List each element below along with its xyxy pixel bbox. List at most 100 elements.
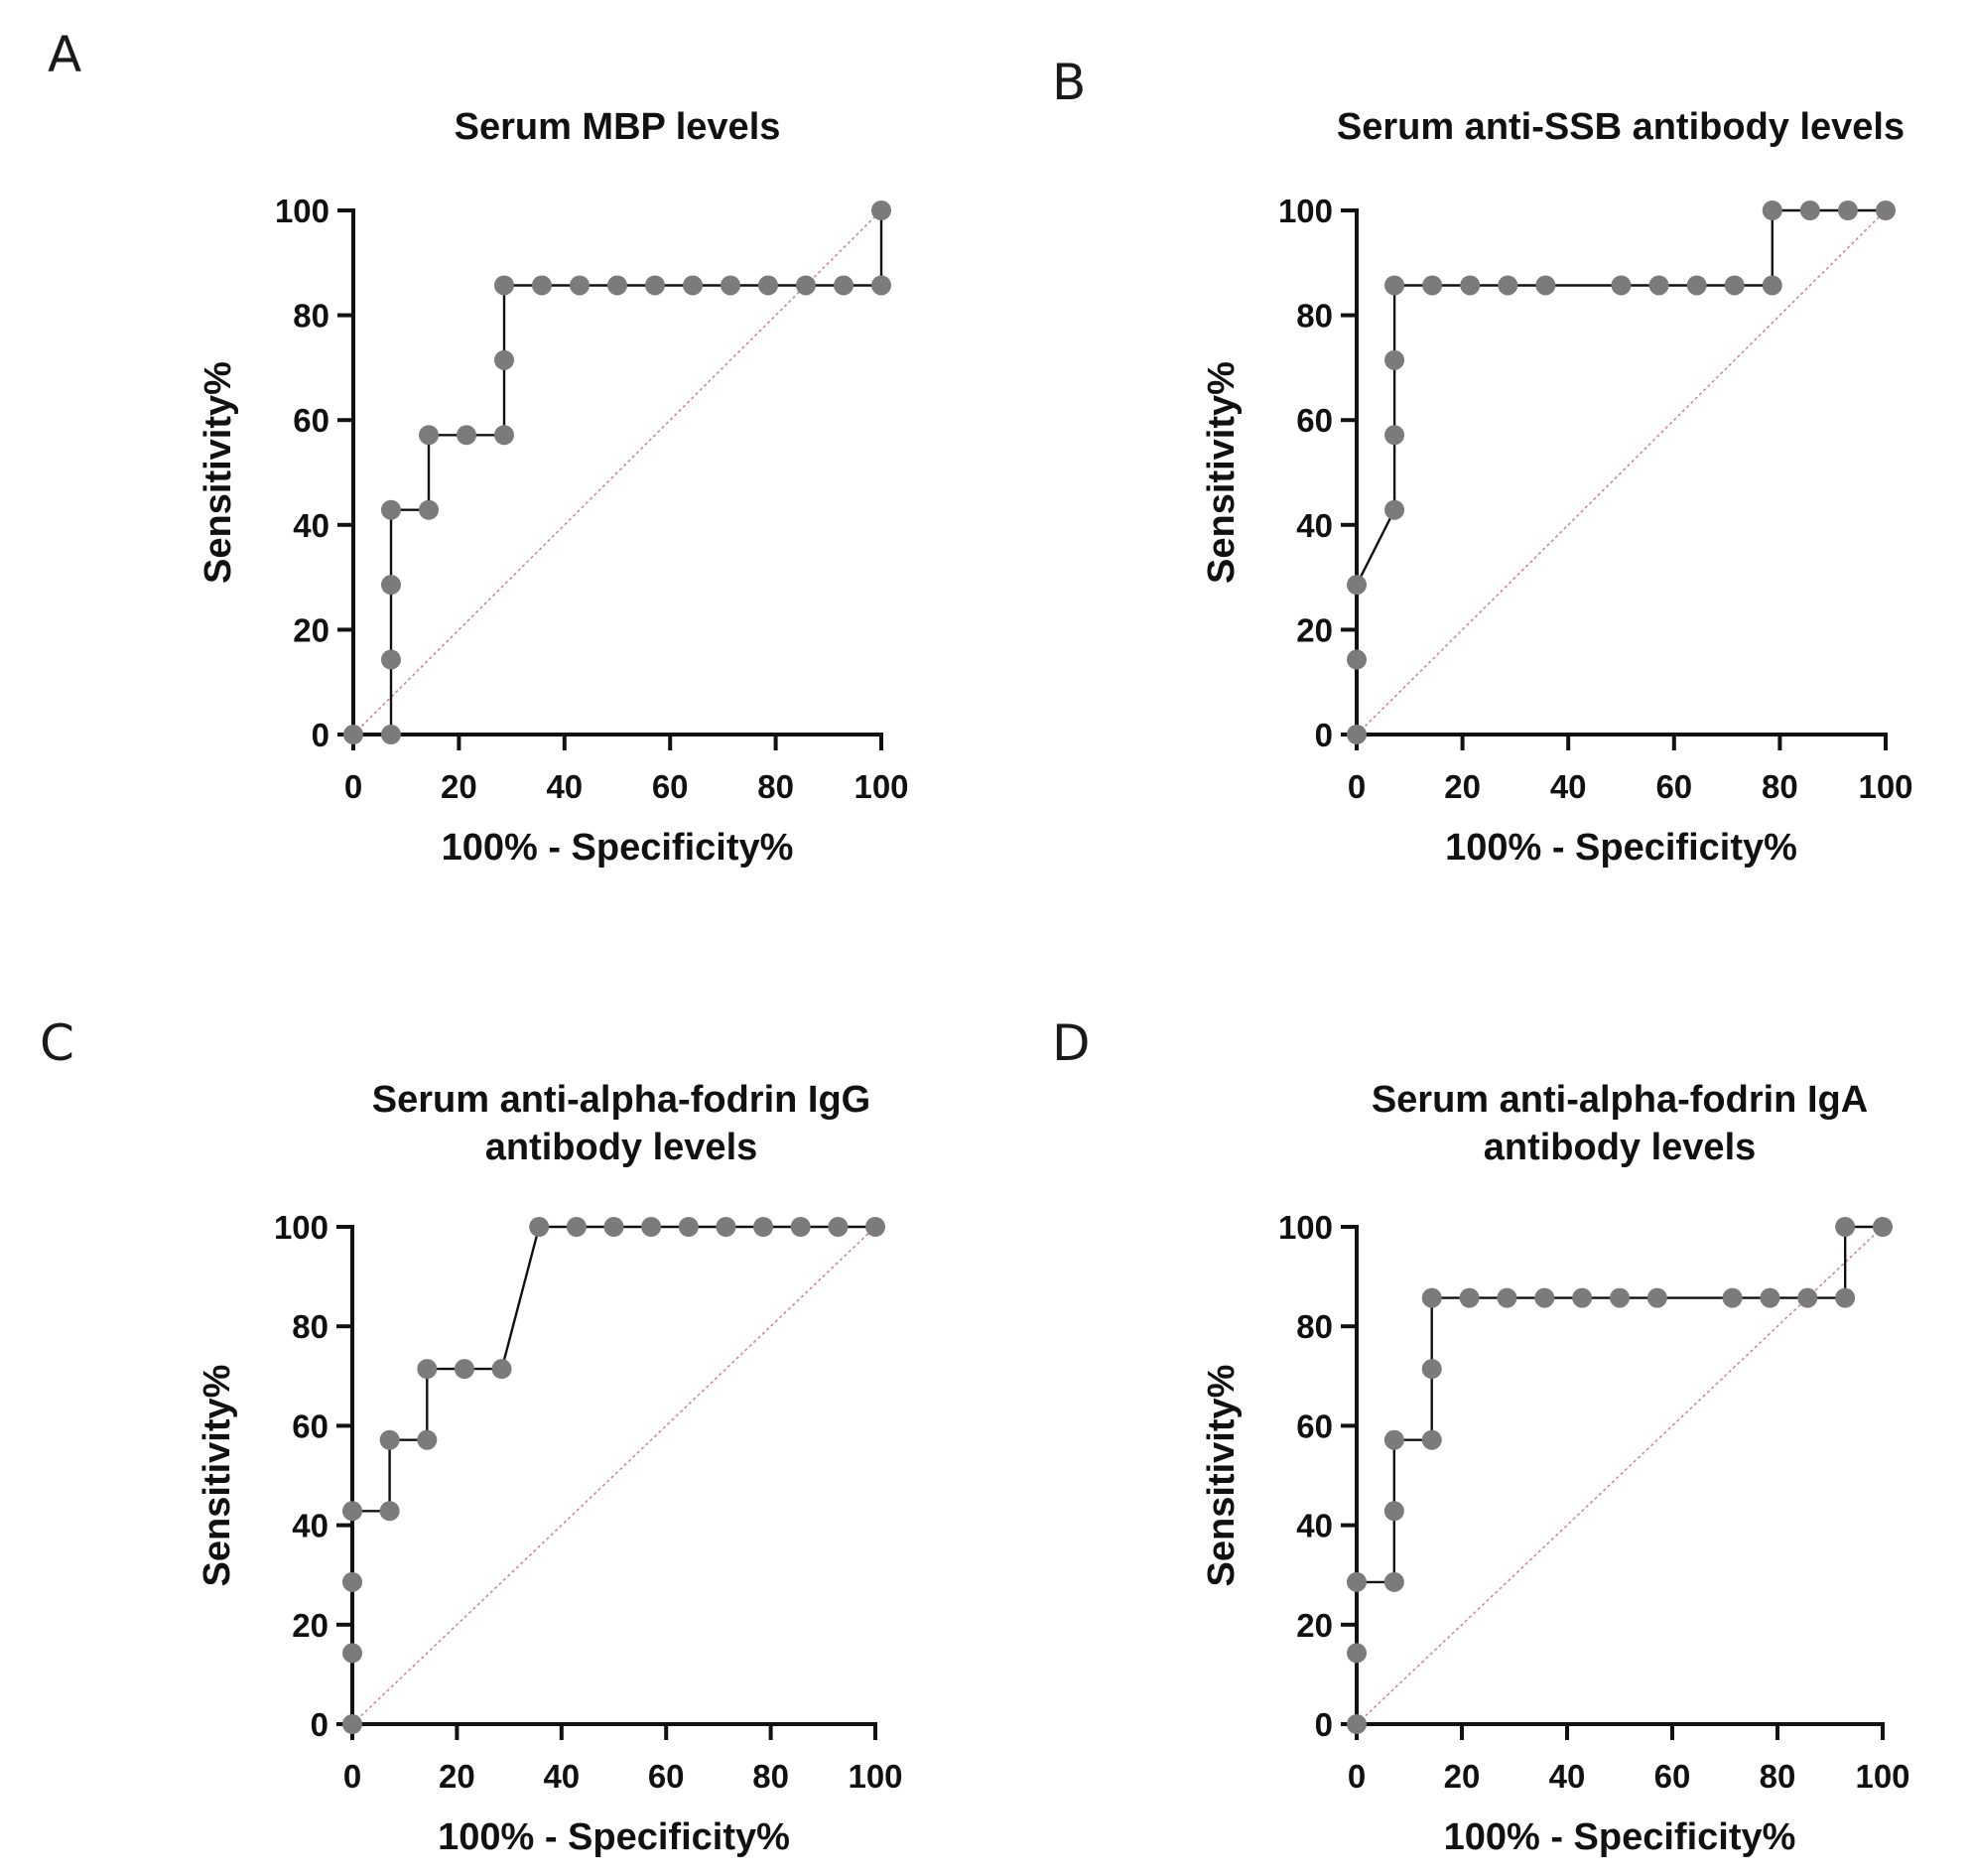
y-tick-label: 0 bbox=[1315, 1706, 1333, 1743]
reference-line bbox=[1356, 209, 1887, 736]
chart-title: antibody levels bbox=[1484, 1127, 1757, 1168]
x-tick-label: 60 bbox=[1654, 1758, 1691, 1795]
roc-data-point bbox=[1686, 275, 1707, 296]
roc-curve-line bbox=[353, 210, 883, 737]
x-tick-label: 20 bbox=[441, 768, 477, 805]
roc-data-point bbox=[834, 275, 854, 296]
chart-title: Serum anti-alpha-fodrin IgA bbox=[1372, 1079, 1868, 1121]
y-tick-label: 20 bbox=[1296, 1607, 1333, 1644]
roc-data-point bbox=[454, 1359, 474, 1380]
panel-letter: C bbox=[40, 1014, 74, 1072]
roc-data-point bbox=[417, 1429, 438, 1450]
roc-data-point bbox=[1610, 1287, 1630, 1308]
x-tick-label: 80 bbox=[757, 768, 794, 805]
roc-data-point bbox=[457, 425, 477, 446]
roc-data-point bbox=[1498, 275, 1518, 296]
y-tick-label: 40 bbox=[1296, 1508, 1333, 1544]
x-tick-label: 40 bbox=[546, 768, 583, 805]
roc-data-point bbox=[379, 1429, 400, 1450]
panel-letter: B bbox=[1052, 54, 1086, 111]
roc-data-point bbox=[641, 1217, 662, 1237]
y-tick-label: 60 bbox=[1296, 1407, 1333, 1444]
roc-data-point bbox=[1383, 1501, 1404, 1522]
roc-data-point bbox=[1384, 499, 1405, 520]
roc-data-point bbox=[1347, 725, 1367, 744]
x-tick-label: 40 bbox=[1550, 768, 1587, 805]
x-tick-label: 0 bbox=[343, 1758, 361, 1795]
x-tick-label: 0 bbox=[1348, 1758, 1366, 1795]
roc-data-point bbox=[1421, 1287, 1442, 1308]
y-tick-label: 80 bbox=[292, 1308, 328, 1345]
roc-data-point bbox=[380, 649, 401, 670]
x-tick-label: 80 bbox=[752, 1758, 789, 1795]
y-tick-label: 100 bbox=[1278, 1209, 1333, 1246]
roc-data-point bbox=[1383, 1571, 1404, 1592]
panel-letter: D bbox=[1052, 1014, 1091, 1072]
y-tick-label: 0 bbox=[311, 1706, 328, 1743]
x-tick-label: 0 bbox=[1348, 768, 1366, 805]
roc-data-point bbox=[1535, 275, 1556, 296]
y-axis-label: Sensitivity% bbox=[1201, 361, 1243, 584]
roc-data-point bbox=[1722, 1287, 1743, 1308]
x-tick-label: 100 bbox=[848, 1758, 902, 1795]
y-tick-label: 0 bbox=[312, 717, 329, 753]
y-tick-label: 40 bbox=[292, 1508, 328, 1544]
y-tick-label: 40 bbox=[1296, 507, 1333, 544]
roc-data-point bbox=[1347, 1643, 1367, 1664]
roc-data-point bbox=[1347, 1571, 1367, 1592]
roc-data-point bbox=[1611, 275, 1632, 296]
roc-data-point bbox=[493, 425, 514, 446]
roc-data-point bbox=[1799, 201, 1820, 220]
roc-data-point bbox=[871, 275, 891, 296]
roc-data-point bbox=[790, 1217, 811, 1237]
reference-line bbox=[352, 209, 882, 736]
y-tick-label: 60 bbox=[293, 402, 329, 439]
roc-data-point bbox=[1762, 275, 1782, 296]
roc-curve-line bbox=[1355, 208, 1886, 735]
reference-line bbox=[1356, 1226, 1884, 1725]
roc-data-point bbox=[753, 1217, 774, 1237]
y-tick-label: 100 bbox=[1278, 193, 1333, 229]
y-axis-label: Sensitivity% bbox=[197, 1365, 238, 1587]
roc-data-point bbox=[342, 1714, 362, 1734]
x-tick-label: 0 bbox=[344, 768, 362, 805]
y-tick-label: 20 bbox=[293, 611, 329, 648]
roc-data-point bbox=[1646, 1287, 1667, 1308]
roc-data-point bbox=[1422, 275, 1443, 296]
roc-data-point bbox=[529, 1217, 550, 1237]
roc-data-point bbox=[491, 1359, 512, 1380]
y-tick-label: 60 bbox=[1296, 402, 1333, 439]
roc-data-point bbox=[342, 1501, 362, 1522]
roc-data-point bbox=[379, 1501, 400, 1522]
chart-panel-a: A Serum MBP levels 0 20 40 60 80 100 0 20 40 60 80 10… bbox=[48, 26, 909, 869]
roc-data-point bbox=[419, 425, 440, 446]
roc-data-point bbox=[570, 275, 591, 296]
y-tick-label: 20 bbox=[292, 1607, 328, 1644]
x-tick-label: 100 bbox=[1855, 1758, 1909, 1795]
x-tick-label: 100 bbox=[854, 768, 908, 805]
y-axis-label: Sensitivity% bbox=[197, 361, 239, 584]
roc-data-point bbox=[1421, 1429, 1442, 1450]
roc-data-point bbox=[566, 1217, 587, 1237]
chart-title: antibody levels bbox=[485, 1127, 758, 1168]
x-tick-label: 20 bbox=[439, 1758, 475, 1795]
roc-data-point bbox=[380, 575, 401, 596]
chart-panel-d: D Serum anti-alpha-fodrin IgA antibody lev… bbox=[1052, 1014, 1910, 1858]
roc-data-point bbox=[1762, 201, 1782, 220]
roc-data-point bbox=[607, 275, 627, 296]
roc-data-point bbox=[1347, 649, 1367, 670]
roc-data-point bbox=[1460, 275, 1481, 296]
roc-data-point bbox=[644, 275, 665, 296]
roc-data-point bbox=[1873, 1217, 1893, 1237]
roc-data-point bbox=[871, 201, 891, 220]
x-tick-label: 40 bbox=[543, 1758, 580, 1795]
x-axis-label: 100% - Specificity% bbox=[442, 827, 794, 869]
roc-data-point bbox=[380, 499, 401, 520]
x-tick-label: 20 bbox=[1444, 768, 1481, 805]
roc-data-point bbox=[1383, 1429, 1404, 1450]
roc-data-point bbox=[417, 1359, 438, 1380]
roc-data-point bbox=[1837, 201, 1858, 220]
y-tick-label: 20 bbox=[1296, 611, 1333, 648]
y-tick-label: 100 bbox=[275, 193, 329, 229]
roc-data-point bbox=[865, 1217, 885, 1237]
